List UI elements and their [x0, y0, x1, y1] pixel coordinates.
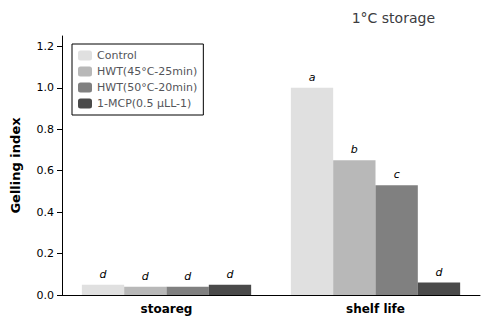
svg-text:0.6: 0.6: [37, 164, 55, 177]
svg-text:1°C storage: 1°C storage: [352, 10, 435, 26]
svg-text:stoareg: stoareg: [141, 302, 193, 316]
svg-text:d: d: [184, 270, 192, 283]
svg-text:HWT(50°C-20min): HWT(50°C-20min): [97, 81, 197, 94]
svg-text:c: c: [394, 168, 400, 181]
svg-text:1.2: 1.2: [37, 40, 55, 53]
svg-text:HWT(45°C-25min): HWT(45°C-25min): [97, 65, 197, 78]
svg-text:d: d: [100, 268, 108, 281]
svg-text:0.2: 0.2: [37, 247, 55, 260]
svg-text:d: d: [435, 266, 443, 279]
svg-text:0.4: 0.4: [37, 206, 55, 219]
svg-text:shelf life: shelf life: [346, 302, 405, 316]
svg-text:d: d: [142, 270, 150, 283]
svg-text:b: b: [351, 143, 358, 156]
svg-text:0.8: 0.8: [37, 123, 55, 136]
svg-text:1-MCP(0.5 μLL-1): 1-MCP(0.5 μLL-1): [97, 97, 191, 110]
svg-text:0.0: 0.0: [37, 289, 55, 302]
svg-text:1.0: 1.0: [37, 81, 55, 94]
svg-text:Control: Control: [97, 49, 137, 62]
svg-text:a: a: [309, 71, 316, 84]
svg-text:Gelling index: Gelling index: [8, 117, 23, 214]
svg-text:d: d: [226, 268, 234, 281]
